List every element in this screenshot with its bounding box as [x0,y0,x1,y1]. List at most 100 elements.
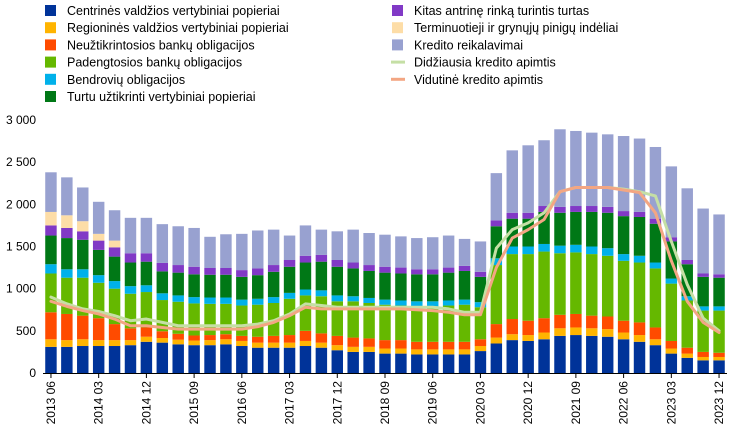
bar-segment-kredito-reikalavimai [108,210,121,241]
legend-label: Bendrovių obligacijos [67,73,185,87]
bar-segment-padengtosios-banku-obligacijos [172,301,184,334]
bar-segment-turtu-uztikrinti-vertybiniai-popieriai [442,272,455,301]
bar-segment-bendroviu-obligacijos [363,297,375,303]
bar-segment-turtu-uztikrinti-vertybiniai-popieriai [267,271,280,298]
bar-segment-kitas-antrine-rinka-turintis-turtas [681,259,693,265]
bar-segment-centrines-valdzios-vertybiniai-popieriai [267,347,280,373]
bar-segment-bendroviu-obligacijos [697,306,709,311]
bar-segment-padengtosios-banku-obligacijos [347,301,359,338]
bar-segment-kredito-reikalavimai [363,233,375,266]
bar-segment-neuztikrintosios-banku-obligacijos [601,316,614,330]
bar-segment-kitas-antrine-rinka-turintis-turtas [188,266,200,275]
bar-segment-kredito-reikalavimai [204,236,216,268]
bar-segment-bendroviu-obligacijos [617,254,630,261]
legend-label: Regioninės valdžios vertybiniai popieria… [67,21,289,35]
bar-segment-bendroviu-obligacijos [426,301,439,307]
legend-item-neuztikrintosios-banku-obligacijos: Neužtikrintosios bankų obligacijos [45,38,255,52]
bar-segment-bendroviu-obligacijos [442,300,455,306]
bar-segment-regionines-valdzios-vertybiniai-popieriai [315,342,328,348]
bar-segment-padengtosios-banku-obligacijos [156,300,169,332]
bar-segment-kitas-antrine-rinka-turintis-turtas [236,270,248,277]
bar-segment-bendroviu-obligacijos [172,295,184,302]
bar-segment-neuztikrintosios-banku-obligacijos [474,339,487,347]
bar-segment-bendroviu-obligacijos [713,306,725,311]
bar-segment-regionines-valdzios-vertybiniai-popieriai [363,346,375,352]
bar-segment-bendroviu-obligacijos [220,297,232,304]
bar-segment-neuztikrintosios-banku-obligacijos [283,335,296,343]
bar-segment-kitas-antrine-rinka-turintis-turtas [554,206,566,213]
bar-segment-centrines-valdzios-vertybiniai-popieriai [601,336,614,373]
bar-segment-bendroviu-obligacijos [601,248,614,256]
bar-segment-centrines-valdzios-vertybiniai-popieriai [204,345,216,373]
bar-segment-turtu-uztikrinti-vertybiniai-popieriai [108,256,121,282]
bar-segment-regionines-valdzios-vertybiniai-popieriai [283,342,296,348]
legend-item-centrines-valdzios-vertybiniai-popieriai: Centrinės valdžios vertybiniai popieriai [45,4,280,18]
bar-segment-kitas-antrine-rinka-turintis-turtas [474,271,487,277]
bar-segment-regionines-valdzios-vertybiniai-popieriai [411,349,423,355]
bar-segment-neuztikrintosios-banku-obligacijos [490,324,503,338]
bar-segment-neuztikrintosios-banku-obligacijos [633,322,646,336]
bar-segment-padengtosios-banku-obligacijos [633,262,646,323]
bar-segment-bendroviu-obligacijos [474,302,487,308]
bar-segment-neuztikrintosios-banku-obligacijos [188,335,200,341]
bar-segment-padengtosios-banku-obligacijos [474,307,487,340]
bar-segment-kredito-reikalavimai [490,173,503,221]
bar-segment-padengtosios-banku-obligacijos [522,254,534,321]
bar-segment-terminuotieji-ir-grynuju-pinigu-indeliai [92,233,105,241]
bar-segment-turtu-uztikrinti-vertybiniai-popieriai [315,261,328,291]
bar-segment-centrines-valdzios-vertybiniai-popieriai [220,344,232,373]
bar-segment-padengtosios-banku-obligacijos [204,303,216,336]
bar-segment-centrines-valdzios-vertybiniai-popieriai [649,345,662,373]
bar-segment-bendroviu-obligacijos [204,297,216,304]
bar-segment-bendroviu-obligacijos [45,264,57,274]
bar-segment-neuztikrintosios-banku-obligacijos [299,330,312,341]
bar-segment-turtu-uztikrinti-vertybiniai-popieriai [347,268,359,297]
bar-segment-bendroviu-obligacijos [538,243,550,252]
legend-label: Kredito reikalavimai [414,38,523,52]
bar-segment-centrines-valdzios-vertybiniai-popieriai [617,339,630,373]
bar-segment-centrines-valdzios-vertybiniai-popieriai [108,346,121,373]
bar-segment-padengtosios-banku-obligacijos [236,305,248,336]
bar-segment-centrines-valdzios-vertybiniai-popieriai [188,345,200,373]
bar-segment-kitas-antrine-rinka-turintis-turtas [633,211,646,217]
bar-segment-padengtosios-banku-obligacijos [108,288,121,325]
bar-segment-centrines-valdzios-vertybiniai-popieriai [697,360,709,373]
bar-segment-neuztikrintosios-banku-obligacijos [252,336,264,343]
bar-segment-padengtosios-banku-obligacijos [299,295,312,331]
bar-segment-regionines-valdzios-vertybiniai-popieriai [538,332,550,340]
y-tick-label: 2 000 [6,197,36,211]
bar-segment-kitas-antrine-rinka-turintis-turtas [649,218,662,224]
bar-segment-kitas-antrine-rinka-turintis-turtas [601,206,614,213]
bar-segment-centrines-valdzios-vertybiniai-popieriai [363,351,375,373]
bar-segment-kredito-reikalavimai [633,138,646,212]
bar-segment-bendroviu-obligacijos [490,258,503,266]
bar-segment-regionines-valdzios-vertybiniai-popieriai [188,340,200,346]
bar-segment-bendroviu-obligacijos [665,278,678,284]
bar-segment-turtu-uztikrinti-vertybiniai-popieriai [633,216,646,256]
y-tick-label: 1 000 [6,282,36,296]
bar-segment-kredito-reikalavimai [124,217,137,254]
bar-segment-bendroviu-obligacijos [506,246,518,255]
x-tick-label: 2019 06 [426,381,440,425]
bar-segment-regionines-valdzios-vertybiniai-popieriai [554,328,566,336]
bar-segment-centrines-valdzios-vertybiniai-popieriai [45,346,57,373]
bar-segment-kredito-reikalavimai [236,233,248,271]
bar-segment-turtu-uztikrinti-vertybiniai-popieriai [554,212,566,246]
bar-segment-neuztikrintosios-banku-obligacijos [617,320,630,333]
bar-segment-kitas-antrine-rinka-turintis-turtas [45,225,57,236]
bar-segment-kredito-reikalavimai [713,214,725,275]
bar-segment-kredito-reikalavimai [474,241,487,272]
bar-segment-padengtosios-banku-obligacijos [252,304,264,337]
bar-segment-regionines-valdzios-vertybiniai-popieriai [124,340,137,346]
bar-segment-regionines-valdzios-vertybiniai-popieriai [697,356,709,361]
bar-segment-turtu-uztikrinti-vertybiniai-popieriai [283,266,296,293]
bar-segment-centrines-valdzios-vertybiniai-popieriai [331,350,343,373]
bar-segment-kredito-reikalavimai [426,237,439,270]
bar-segment-regionines-valdzios-vertybiniai-popieriai [331,345,343,351]
bar-segment-turtu-uztikrinti-vertybiniai-popieriai [506,218,518,247]
legend-item-vidutine-kredito-apimtis: Vidutinė kredito apimtis [391,73,543,87]
legend-item-kitas-antrine-rinka-turintis-turtas: Kitas antrinę rinką turintis turtas [392,4,589,18]
bar-segment-padengtosios-banku-obligacijos [458,304,471,342]
bar-segment-neuztikrintosios-banku-obligacijos [172,333,184,340]
